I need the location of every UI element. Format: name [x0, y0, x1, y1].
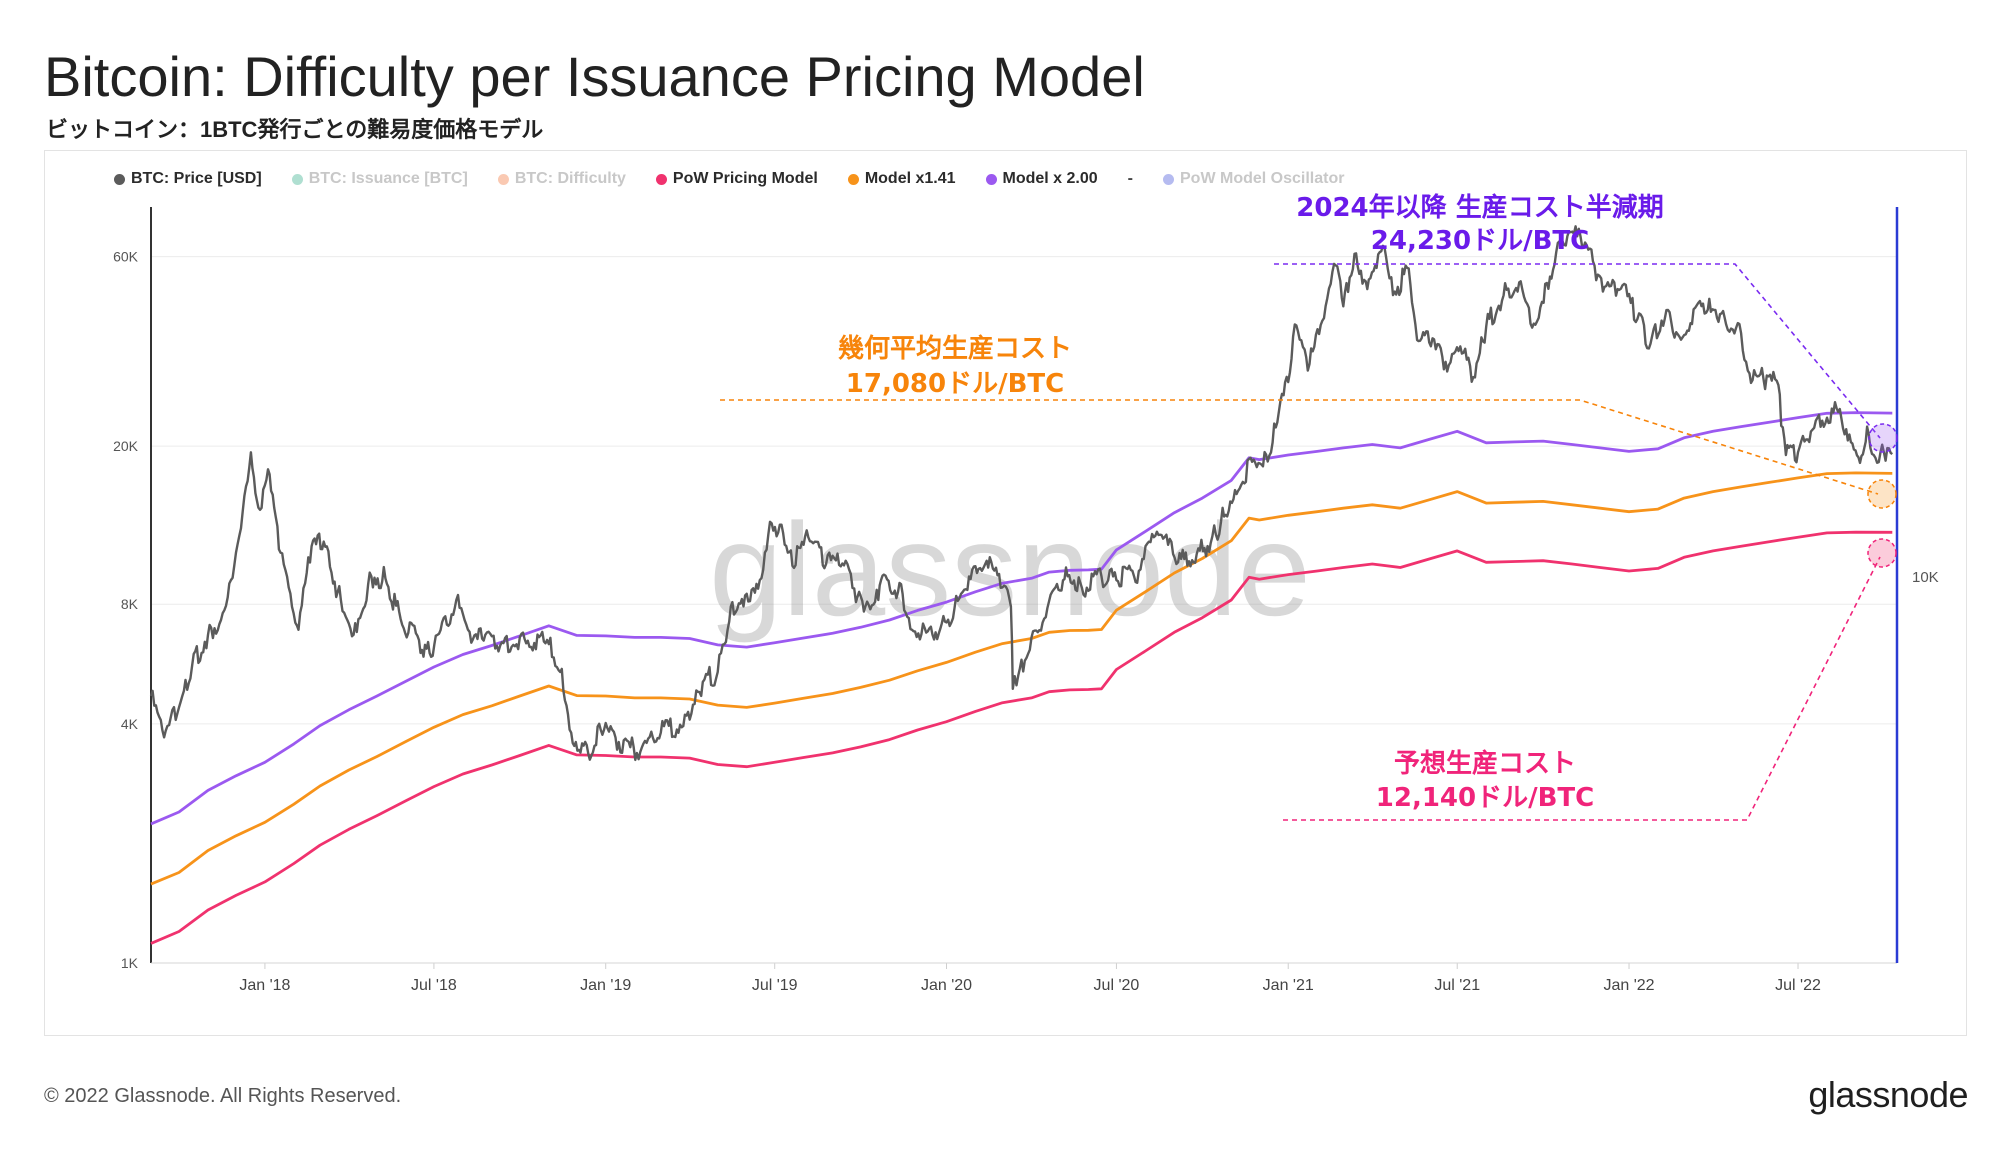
legend-label: BTC: Difficulty — [514, 170, 626, 187]
right-axis-tick-label: 10K — [1912, 569, 1939, 586]
legend-label: BTC: Issuance [BTC] — [308, 170, 468, 187]
x-tick-label: Jan '19 — [580, 977, 631, 994]
x-axis: Jan '18 Jul '18 Jan '19 Jul '19 Jan '20 Jul '… — [239, 963, 1821, 994]
page-title: Bitcoin: Difficulty per Issuance Pricing… — [44, 45, 1145, 108]
legend-dot-icon — [985, 173, 997, 185]
legend-dot-icon — [1163, 173, 1174, 185]
annotation-model200-line1: 2024年以降 生産コスト半減期 — [1296, 192, 1663, 223]
annotation-model200-leader — [1274, 263, 1881, 439]
x-tick-label: Jan '18 — [239, 977, 290, 994]
y-tick-label: 8K — [121, 596, 139, 612]
legend-dot-icon — [847, 173, 859, 185]
series-line-model141 — [150, 471, 1893, 886]
legend-label: BTC: Price [USD] — [131, 170, 262, 187]
y-tick-label: 4K — [121, 716, 139, 732]
watermark: glassnode — [709, 496, 1311, 643]
y-axis: 1K 4K 8K 20K 60K — [113, 249, 139, 971]
annotation-model141-line2: 17,080ドル/BTC — [846, 369, 1064, 399]
y-tick-label: 60K — [113, 249, 139, 265]
annotation-pow-line1: 予想生産コスト — [1394, 748, 1576, 779]
series-line-price — [149, 225, 1894, 762]
annotation-model141-leader — [720, 399, 1879, 495]
page-subtitle: ビットコイン：1BTC発行ごとの難易度価格モデル — [46, 117, 544, 142]
chart-panel — [44, 150, 1967, 1036]
x-tick-label: Jul '20 — [1094, 977, 1140, 994]
y-tick-label: 20K — [113, 438, 139, 454]
x-tick-label: Jul '21 — [1434, 977, 1480, 994]
legend-label: PoW Model Oscillator — [1180, 170, 1345, 187]
annotation-model141-marker — [1867, 479, 1897, 509]
legend-dot-icon — [655, 173, 667, 185]
legend-dot-icon — [291, 173, 303, 185]
legend-item[interactable]: PoW Model Oscillator — [1163, 170, 1344, 188]
annotation-pow-marker — [1867, 538, 1897, 568]
legend-item[interactable]: Model x 2.00 — [985, 170, 1098, 188]
x-tick-label: Jul '19 — [752, 977, 798, 994]
x-tick-label: Jul '18 — [411, 977, 457, 994]
y-tick-label: 1K — [121, 955, 139, 971]
legend-item[interactable]: Model x1.41 — [847, 170, 956, 188]
legend-label: Model x1.41 — [864, 170, 956, 187]
legend-label: PoW Pricing Model — [672, 170, 818, 187]
series-line-model200 — [150, 411, 1893, 826]
legend-item[interactable]: BTC: Price [USD] — [114, 170, 262, 188]
legend-item[interactable]: BTC: Issuance [BTC] — [291, 170, 468, 188]
legend-label: Model x 2.00 — [1002, 170, 1098, 187]
chart-legend: BTC: Price [USD] BTC: Issuance [BTC] BTC: … — [114, 168, 1374, 190]
x-tick-label: Jan '22 — [1603, 977, 1654, 994]
copyright-footer: © 2022 Glassnode. All Rights Reserved. — [44, 1085, 402, 1107]
annotations: 2024年以降 生産コスト半減期 24,230ドル/BTC 幾何平均生産コスト … — [720, 192, 1898, 821]
annotation-pow-line2: 12,140ドル/BTC — [1376, 783, 1594, 813]
brand-logo: glassnode — [1808, 1074, 1968, 1115]
series-line-pow — [150, 530, 1893, 945]
annotation-model141-line1: 幾何平均生産コスト — [838, 333, 1072, 364]
series-lines — [149, 225, 1894, 945]
legend-dot-icon — [497, 173, 509, 185]
x-tick-label: Jan '20 — [921, 977, 972, 994]
annotation-model200-line2: 24,230ドル/BTC — [1371, 226, 1589, 256]
x-tick-label: Jan '21 — [1263, 977, 1314, 994]
annotation-pow-leader — [1283, 556, 1881, 821]
watermark-text: glassnode — [709, 496, 1311, 643]
annotation-model200-marker — [1868, 423, 1898, 453]
legend-item[interactable]: BTC: Difficulty — [497, 170, 626, 188]
legend-separator: - — [1127, 170, 1133, 187]
legend-item[interactable]: PoW Pricing Model — [655, 170, 818, 188]
legend-dot-icon — [114, 173, 125, 185]
x-tick-label: Jul '22 — [1775, 977, 1821, 994]
